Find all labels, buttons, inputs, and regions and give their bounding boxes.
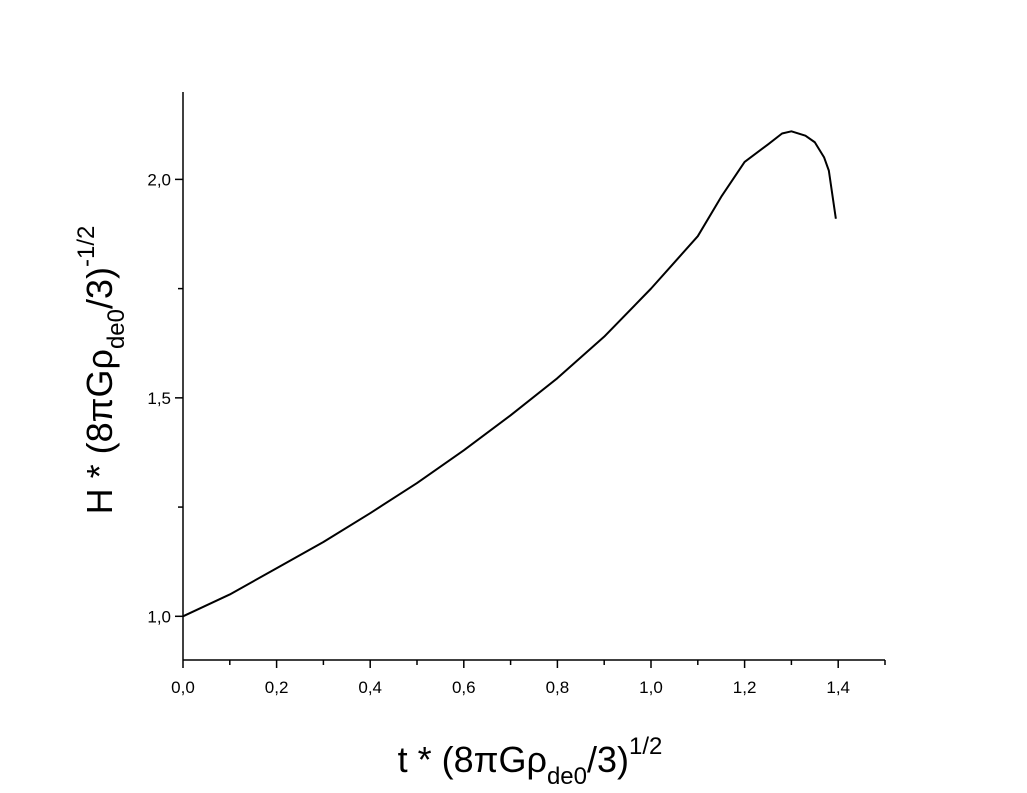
y-label-sup: -1/2 (73, 226, 100, 267)
y-label-part: /3) (79, 267, 120, 309)
x-tick-label: 0,0 (171, 678, 195, 697)
y-label-part: H * (8πGρ (79, 349, 120, 514)
x-tick-label: 0,4 (358, 678, 382, 697)
x-label-sub: de0 (547, 763, 587, 790)
y-axis-label: H * (8πGρde0/3)-1/2 (73, 226, 130, 515)
y-tick-label: 2,0 (147, 170, 171, 189)
x-label-sup: 1/2 (629, 733, 662, 760)
x-label-part: t * (8πGρ (398, 739, 547, 780)
x-tick-label: 1,4 (826, 678, 850, 697)
x-tick-label: 1,2 (733, 678, 757, 697)
x-label-part: /3) (587, 739, 629, 780)
x-tick-label: 1,0 (639, 678, 663, 697)
y-label-sub: de0 (103, 309, 130, 349)
y-tick-label: 1,0 (147, 607, 171, 626)
x-tick-label: 0,6 (452, 678, 476, 697)
curve (182, 130, 837, 618)
x-tick-label: 0,8 (546, 678, 570, 697)
y-tick-label: 1,5 (147, 389, 171, 408)
x-tick-label: 0,2 (265, 678, 289, 697)
x-axis-label: t * (8πGρde0/3)1/2 (398, 733, 663, 790)
